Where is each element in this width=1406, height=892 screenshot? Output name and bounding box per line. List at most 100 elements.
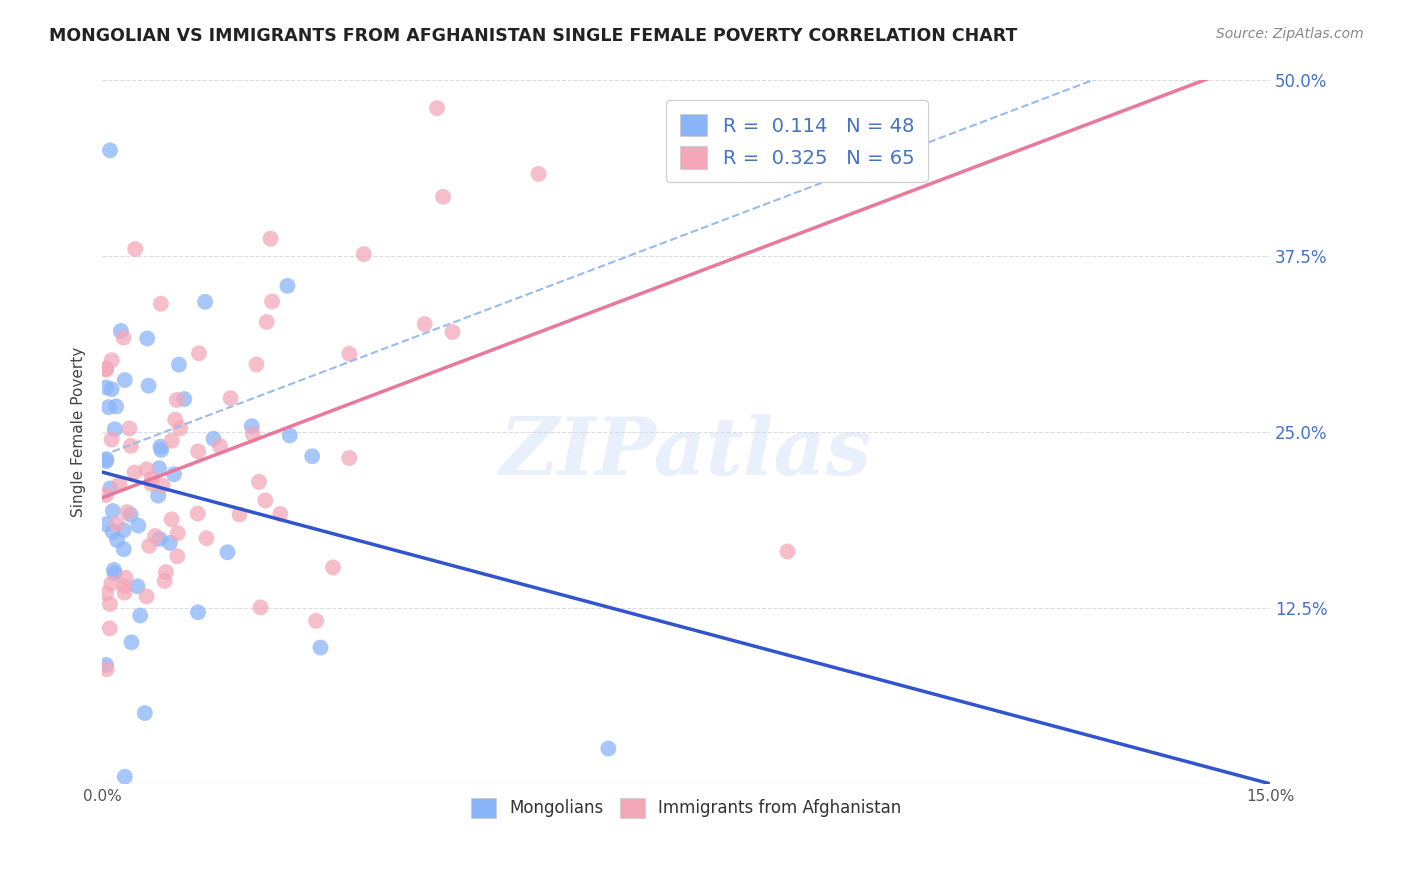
Point — [118, 421, 141, 435]
Point — [153, 574, 176, 588]
Point — [245, 358, 267, 372]
Point — [187, 444, 209, 458]
Point — [96, 452, 118, 467]
Point — [217, 545, 239, 559]
Point — [94, 362, 117, 376]
Point — [94, 454, 117, 468]
Point — [112, 331, 135, 345]
Point — [149, 440, 172, 454]
Point — [110, 324, 132, 338]
Point — [148, 461, 170, 475]
Point — [441, 325, 464, 339]
Point — [98, 144, 121, 158]
Point — [114, 579, 136, 593]
Point — [120, 508, 142, 522]
Point — [112, 542, 135, 557]
Point — [112, 523, 135, 537]
Point — [120, 439, 142, 453]
Point — [776, 544, 799, 558]
Text: Source: ZipAtlas.com: Source: ZipAtlas.com — [1216, 27, 1364, 41]
Point — [247, 475, 270, 489]
Point — [309, 640, 332, 655]
Point — [432, 190, 454, 204]
Point — [124, 242, 146, 256]
Point — [94, 517, 117, 532]
Point — [242, 427, 264, 442]
Y-axis label: Single Female Poverty: Single Female Poverty — [72, 347, 86, 517]
Point — [413, 317, 436, 331]
Point — [159, 536, 181, 550]
Point — [98, 621, 121, 635]
Point — [149, 297, 172, 311]
Point — [94, 586, 117, 600]
Point — [100, 382, 122, 396]
Point — [105, 400, 128, 414]
Point — [337, 347, 360, 361]
Point — [104, 422, 127, 436]
Point — [219, 391, 242, 405]
Point — [276, 278, 298, 293]
Point — [141, 477, 163, 491]
Point — [160, 512, 183, 526]
Point — [269, 507, 291, 521]
Point — [114, 585, 136, 599]
Point — [166, 526, 188, 541]
Point — [249, 600, 271, 615]
Point — [187, 507, 209, 521]
Point — [598, 741, 620, 756]
Point — [94, 488, 117, 502]
Point — [146, 489, 169, 503]
Point — [138, 539, 160, 553]
Point — [187, 346, 209, 360]
Point — [114, 770, 136, 784]
Point — [141, 472, 163, 486]
Point — [155, 565, 177, 579]
Point — [98, 482, 121, 496]
Point — [100, 433, 122, 447]
Point — [101, 504, 124, 518]
Point — [195, 531, 218, 545]
Point — [305, 614, 328, 628]
Point — [143, 529, 166, 543]
Point — [208, 439, 231, 453]
Point — [127, 518, 149, 533]
Point — [337, 450, 360, 465]
Point — [259, 232, 281, 246]
Point — [322, 560, 344, 574]
Point — [100, 576, 122, 591]
Point — [138, 378, 160, 392]
Point — [260, 294, 283, 309]
Point — [152, 478, 174, 492]
Point — [135, 590, 157, 604]
Point — [98, 597, 121, 611]
Legend: Mongolians, Immigrants from Afghanistan: Mongolians, Immigrants from Afghanistan — [464, 791, 908, 825]
Point — [114, 571, 136, 585]
Point — [301, 449, 323, 463]
Point — [114, 373, 136, 387]
Point — [254, 493, 277, 508]
Point — [129, 608, 152, 623]
Point — [134, 706, 156, 720]
Point — [105, 517, 128, 532]
Point — [136, 331, 159, 345]
Point — [166, 392, 188, 407]
Point — [148, 532, 170, 546]
Point — [160, 434, 183, 448]
Point — [240, 419, 263, 434]
Point — [120, 635, 142, 649]
Point — [426, 101, 449, 115]
Point — [96, 361, 118, 376]
Point — [194, 294, 217, 309]
Point — [108, 477, 131, 491]
Point — [202, 432, 225, 446]
Point — [228, 508, 250, 522]
Point — [103, 563, 125, 577]
Point — [173, 392, 195, 406]
Point — [165, 412, 187, 426]
Point — [94, 380, 117, 394]
Text: MONGOLIAN VS IMMIGRANTS FROM AFGHANISTAN SINGLE FEMALE POVERTY CORRELATION CHART: MONGOLIAN VS IMMIGRANTS FROM AFGHANISTAN… — [49, 27, 1018, 45]
Point — [101, 524, 124, 539]
Point — [163, 467, 186, 482]
Point — [100, 353, 122, 368]
Point — [256, 315, 278, 329]
